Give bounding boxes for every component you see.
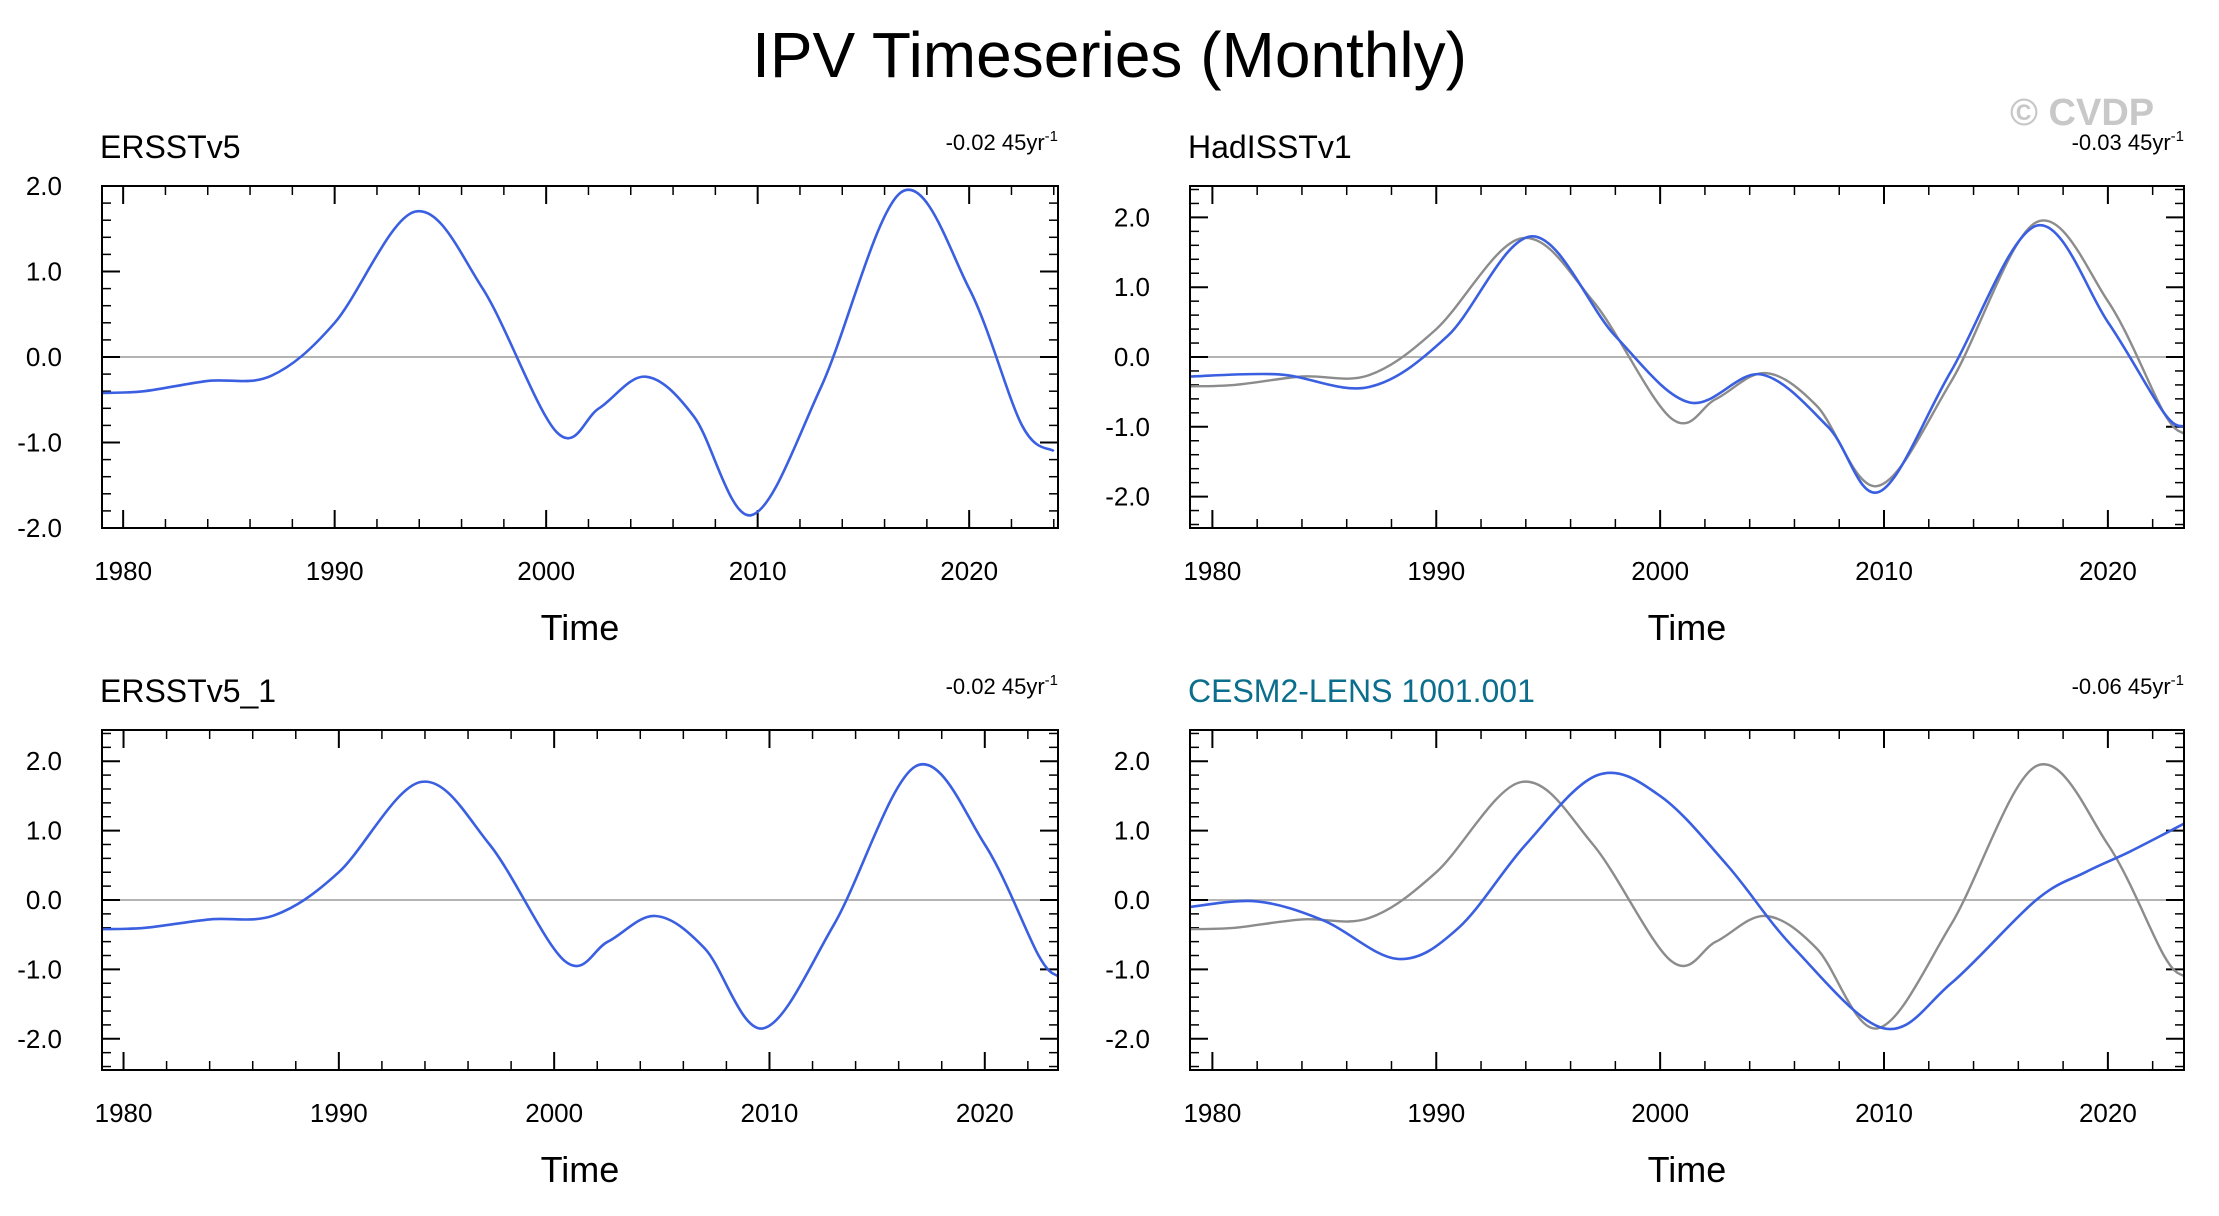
series-line-ersstv5-1 (102, 762, 1058, 1030)
minor-ticks (1190, 730, 2184, 1070)
x-tick-label: 2020 (2079, 556, 2137, 586)
panel-title: ERSSTv5_1 (100, 673, 276, 709)
plot-frame (1189, 729, 2185, 1071)
chart-panel-4: 1980 1990 2000 2010 2020 2.0 1.0 0.0 -1.0 -2.0 CES… (1105, 672, 2185, 1190)
x-tick-label: 1980 (1183, 1098, 1241, 1128)
y-tick-label: 1.0 (26, 816, 62, 846)
y-tick-label: 0.0 (26, 342, 62, 372)
x-tick-label: 1980 (95, 1098, 153, 1128)
x-tick-label: 2010 (1855, 556, 1913, 586)
trend-label: -0.02 45yr-1 (946, 672, 1058, 699)
x-axis-title: Time (541, 1149, 620, 1190)
x-axis-title: Time (1648, 607, 1727, 648)
chart-panel-1: 1980 1990 2000 2010 2020 2.0 1.0 0.0 -1.0 -2.0 ERS… (17, 128, 1059, 648)
panel-title: HadISSTv1 (1188, 129, 1352, 165)
trend-label: -0.02 45yr-1 (946, 128, 1058, 155)
minor-ticks (102, 186, 1058, 528)
series-line-hadisstv1 (1190, 224, 2184, 495)
panel-title: CESM2-LENS 1001.001 (1188, 673, 1535, 709)
y-tick-label: 1.0 (1114, 816, 1150, 846)
minor-ticks (1190, 186, 2184, 528)
x-tick-label: 1990 (310, 1098, 368, 1128)
y-tick-label: 1.0 (26, 257, 62, 287)
plot-frame (101, 729, 1059, 1071)
y-tick-label: -1.0 (1105, 412, 1150, 442)
cvdp-watermark: © CVDP (2010, 92, 2155, 134)
plot-frame (1189, 185, 2185, 529)
x-tick-label: 2020 (2079, 1098, 2137, 1128)
y-tick-label: 1.0 (1114, 272, 1150, 302)
y-tick-label: -2.0 (17, 1024, 62, 1054)
chart-panel-2: 1980 1990 2000 2010 2020 2.0 1.0 0.0 -1.0 -2.0 Had… (1105, 128, 2185, 648)
trend-label: -0.03 45yr-1 (2072, 128, 2184, 155)
minor-ticks (102, 730, 1058, 1070)
x-tick-label: 2000 (525, 1098, 583, 1128)
x-axis-title: Time (1648, 1149, 1727, 1190)
y-tick-label: -1.0 (17, 428, 62, 458)
y-tick-label: 0.0 (1114, 885, 1150, 915)
y-tick-label: -2.0 (17, 513, 62, 543)
x-tick-label: 2010 (729, 556, 787, 586)
x-tick-label: 2000 (1631, 1098, 1689, 1128)
series-line-ersstv5 (1190, 219, 2184, 488)
x-tick-label: 1990 (1407, 556, 1465, 586)
y-tick-label: 2.0 (26, 171, 62, 201)
series-line-ersstv5 (1190, 763, 2184, 1030)
main-title: IPV Timeseries (Monthly) (752, 19, 1467, 91)
x-tick-label: 2000 (517, 556, 575, 586)
y-tick-label: 0.0 (1114, 342, 1150, 372)
x-tick-label: 2020 (940, 556, 998, 586)
y-tick-label: -1.0 (17, 954, 62, 984)
x-tick-label: 1990 (306, 556, 364, 586)
y-tick-label: 0.0 (26, 885, 62, 915)
x-tick-label: 1980 (94, 556, 152, 586)
x-tick-label: 1980 (1183, 556, 1241, 586)
x-axis-title: Time (541, 607, 620, 648)
plot-frame (101, 185, 1059, 529)
y-tick-label: 2.0 (1114, 202, 1150, 232)
x-tick-label: 2010 (1855, 1098, 1913, 1128)
x-tick-label: 2010 (741, 1098, 799, 1128)
series-line-cesm2-lens-1001-001 (1190, 771, 2184, 1031)
trend-label: -0.06 45yr-1 (2072, 672, 2184, 699)
x-tick-label: 2020 (956, 1098, 1014, 1128)
panel-title: ERSSTv5 (100, 129, 240, 165)
x-tick-label: 1990 (1407, 1098, 1465, 1128)
chart-panel-3: 1980 1990 2000 2010 2020 2.0 1.0 0.0 -1.0 -2.0 ERS… (17, 672, 1059, 1190)
y-tick-label: -2.0 (1105, 482, 1150, 512)
y-tick-label: -1.0 (1105, 954, 1150, 984)
y-tick-label: -2.0 (1105, 1024, 1150, 1054)
y-tick-label: 2.0 (26, 746, 62, 776)
y-tick-label: 2.0 (1114, 746, 1150, 776)
x-tick-label: 2000 (1631, 556, 1689, 586)
series-line-ersstv5 (102, 188, 1055, 517)
